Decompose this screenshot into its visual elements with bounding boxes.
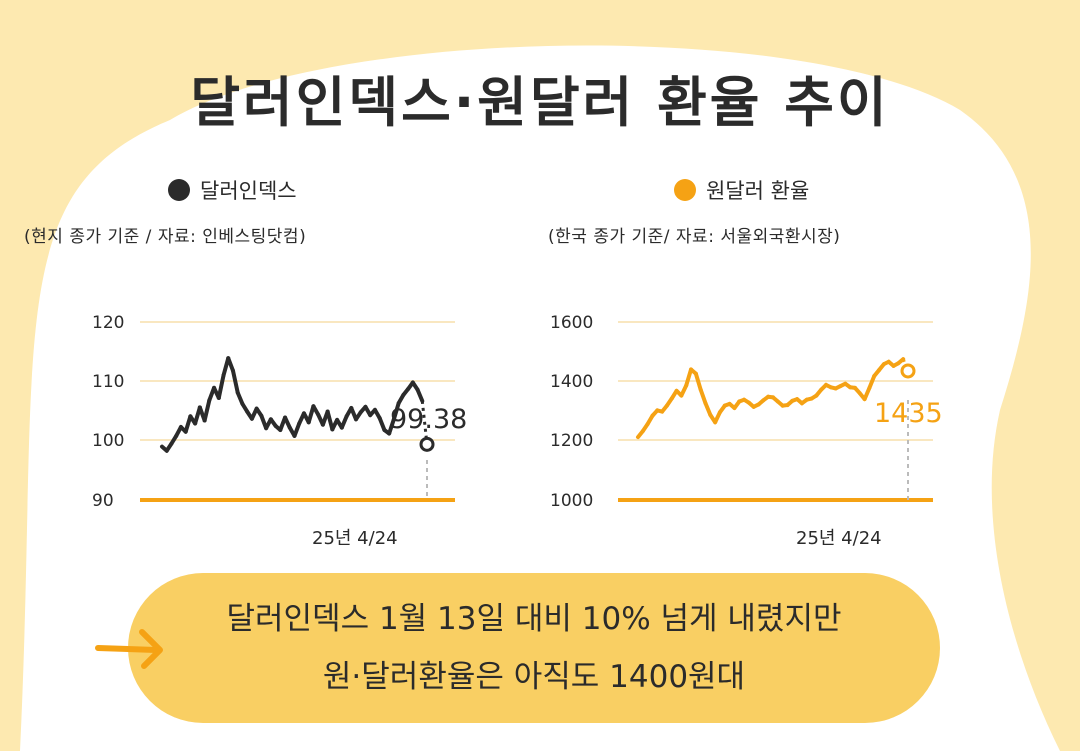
series-segment: [202, 398, 212, 423]
series-segment: [226, 356, 235, 373]
y-tick-label: 1000: [550, 491, 593, 511]
page-title: 달러인덱스·원달러 환율 추이: [190, 71, 890, 134]
callout-line-2: 원·달러환율은 아직도 1400원대: [322, 659, 746, 695]
end-point-marker: [419, 436, 435, 452]
series-segment: [306, 404, 316, 425]
date-label: 25년 4/24: [312, 528, 398, 549]
series-segment: [387, 417, 396, 436]
legend-dollar-index: 달러인덱스: [168, 175, 297, 205]
legend-label-dollar-index: 달러인덱스: [200, 179, 297, 203]
series-segment: [235, 390, 245, 406]
end-value-label: 1435: [874, 398, 943, 429]
source-note-krw-usd: (한국 종가 기준/ 자료: 서울외국환시장): [548, 227, 841, 247]
legend-dot-dark: [168, 179, 190, 201]
callout-bubble: [128, 573, 940, 723]
y-tick-label: 110: [92, 372, 124, 392]
series-segment: [292, 421, 302, 438]
series-segment-final: [901, 358, 910, 372]
series-segment: [216, 373, 226, 400]
series-segment: [230, 368, 240, 395]
dollar-index-chart: 120 110 100 90 99.38 25년 4/24: [92, 313, 467, 549]
arrow-right-icon: [95, 629, 163, 669]
source-note-dollar-index: (현지 종가 기준 / 자료: 인베스팅닷컴): [24, 227, 307, 247]
series-segment: [415, 387, 425, 403]
y-tick-label: 90: [92, 491, 114, 511]
end-value-label: 99.38: [390, 404, 467, 435]
date-label: 25년 4/24: [796, 528, 882, 549]
y-tick-label: 120: [92, 313, 124, 333]
end-point-marker: [900, 363, 916, 379]
legend-krw-usd: 원달러 환율: [674, 175, 809, 205]
krw-usd-chart: 1600 1400 1200 1000 1435 25년 4/24: [550, 313, 943, 549]
series-segment: [867, 373, 877, 390]
legend-label-krw-usd: 원달러 환율: [706, 179, 810, 203]
y-tick-label: 1200: [550, 431, 593, 451]
series-segment: [862, 385, 872, 402]
series-segment: [391, 401, 401, 422]
series-segment: [183, 414, 193, 434]
series-segment: [377, 416, 387, 432]
series-line-dollar-index: [160, 356, 429, 453]
callout-text: 달러인덱스 1월 13일 대비 10% 넘게 내렸지만 원·달러환율은 아직도 …: [128, 590, 940, 706]
series-segment: [693, 371, 703, 392]
series-segment: [339, 414, 349, 430]
series-segment: [684, 367, 694, 388]
series-segment: [703, 401, 713, 417]
series-segment: [325, 409, 335, 432]
legend-dot-orange: [674, 179, 696, 201]
y-tick-label: 1600: [550, 313, 593, 333]
series-line-krw-usd: [636, 357, 910, 440]
y-tick-label: 100: [92, 431, 124, 451]
series-segment: [698, 387, 708, 406]
y-tick-label: 1400: [550, 372, 593, 392]
callout-line-1: 달러인덱스 1월 13일 대비 10% 넘게 내렸지만: [226, 601, 842, 637]
